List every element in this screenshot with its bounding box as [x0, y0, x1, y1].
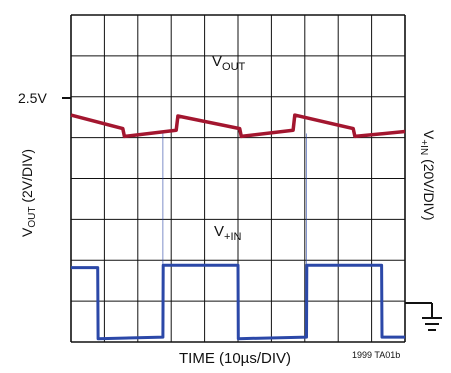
series-line-vin: [71, 263, 405, 341]
vin-series-label: V+IN: [214, 223, 241, 243]
x-axis-label: TIME (10µs/DIV): [179, 350, 291, 367]
y-axis-label-right: V+IN (20V/DIV): [418, 130, 437, 221]
ground-icon: [405, 302, 442, 331]
series-line-vout: [70, 113, 406, 139]
y-axis-label-left: VOUT (2V/DIV): [19, 149, 38, 237]
vout-series-label: VOUT: [212, 53, 246, 73]
reference-level-label: 2.5V: [18, 90, 47, 106]
traces: [70, 113, 406, 341]
figure-id: 1999 TA01b: [352, 350, 400, 360]
grid: [70, 14, 406, 343]
